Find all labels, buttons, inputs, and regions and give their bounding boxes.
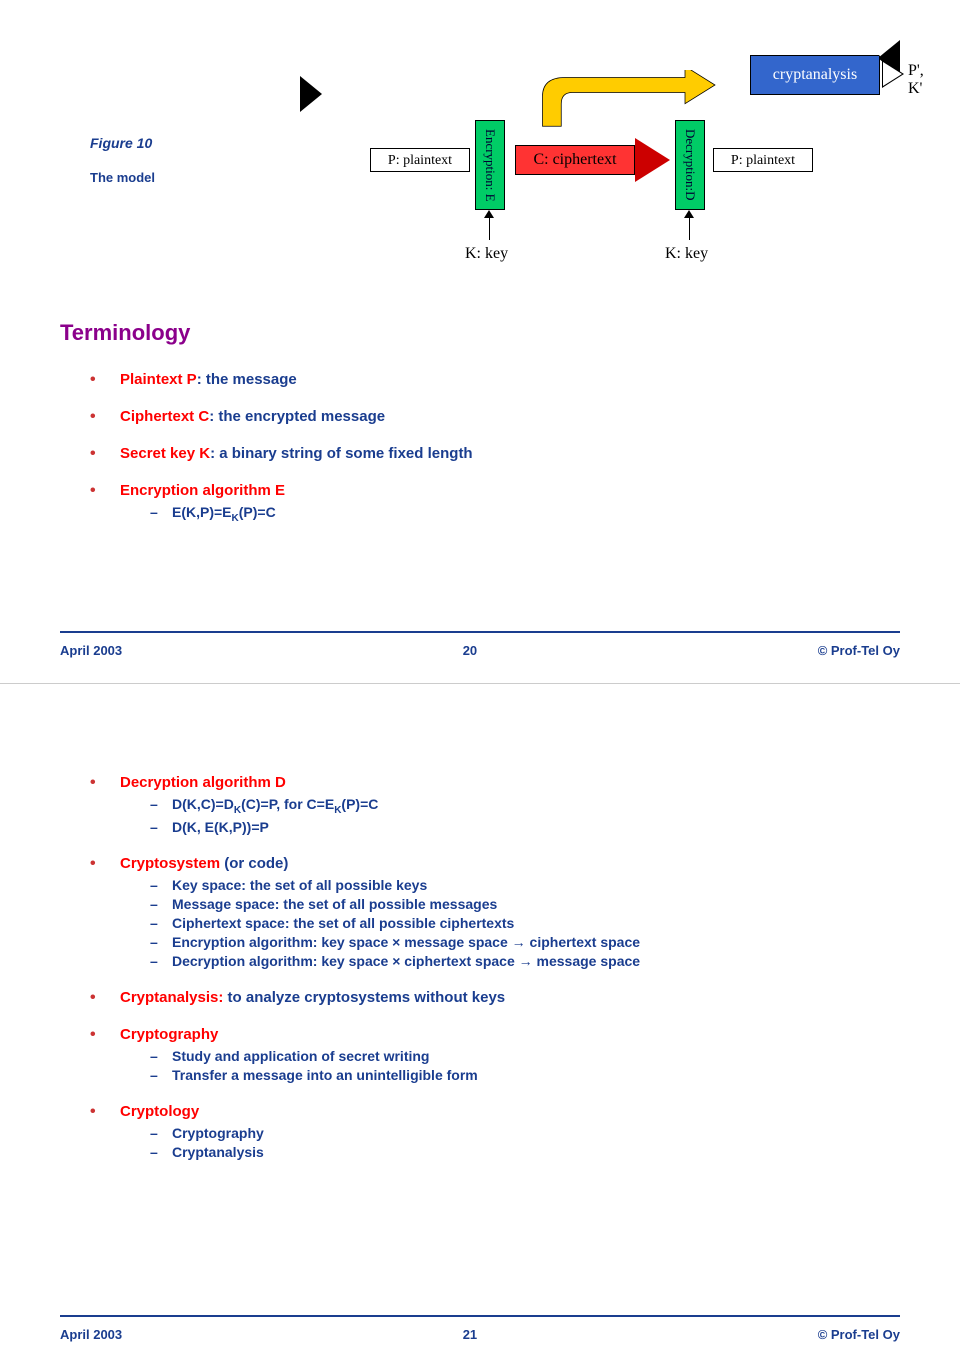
footer-page: 20 [463,643,477,658]
term-key: Decryption algorithm D [120,774,286,791]
cryptography-sub2: Transfer a message into an unintelligibl… [150,1067,900,1083]
term-cryptosystem: Cryptosystem (or code) Key space: the se… [90,855,900,969]
term-key: Cryptosystem [120,855,220,872]
cryptography-subs: Study and application of secret writing … [120,1048,900,1083]
footer-row: April 2003 20 © Prof-Tel Oy [60,643,900,658]
term-decryption: Decryption algorithm D D(K,C)=DK(C)=P, f… [90,774,900,835]
slide-20: cryptanalysis P', K' P: plaintext Encryp… [0,0,960,684]
term-key: Plaintext P [120,371,197,388]
ciphertext-label: C: ciphertext [533,151,616,169]
slide2-list: Decryption algorithm D D(K,C)=DK(C)=P, f… [60,774,900,1160]
cryptanalysis-output-arrow [882,60,904,88]
key1-arrow [484,210,494,218]
term-key: Ciphertext C [120,408,209,425]
ciphertextspace: Ciphertext space: the set of all possibl… [150,915,900,931]
term-rest: to analyze cryptosystems without keys [223,989,505,1006]
footer-date: April 2003 [60,643,122,658]
term-rest: : the message [197,371,297,388]
cryptography-sub1: Study and application of secret writing [150,1048,900,1064]
keyspace: Key space: the set of all possible keys [150,877,900,893]
encryption-formula: E(K,P)=EK(P)=C [150,504,900,524]
key1-label: K: key [465,245,508,263]
pk-label: P', K' [908,62,924,98]
term-secretkey: Secret key K: a binary string of some fi… [90,445,900,462]
decryption-box: Decryption:D [675,120,705,210]
cryptology-sub1: Cryptography [150,1125,900,1141]
plaintext-right-label: P: plaintext [714,153,812,169]
figure-subcaption: The model [90,170,155,185]
decryption-label: Decryption:D [682,129,698,200]
decryption-formula1: D(K,C)=DK(C)=P, for C=EK(P)=C [150,796,900,816]
decryption-formula2: D(K, E(K,P))=P [150,819,900,835]
term-key: Cryptography [120,1026,218,1043]
ciphertext-box: C: ciphertext [515,145,635,175]
cryptanalysis-label: cryptanalysis [773,66,857,84]
term-rest: (or code) [220,855,288,872]
encryption-box: Encryption: E [475,120,505,210]
terminology-list: Plaintext P: the message Ciphertext C: t… [60,371,900,524]
encryption-label: Encryption: E [482,129,498,202]
key2-label: K: key [665,245,708,263]
terminology-title: Terminology [60,320,900,346]
dec-alg: Decryption algorithm: key space × cipher… [150,953,900,969]
plaintext-left-label: P: plaintext [371,153,469,169]
term-key: Encryption algorithm E [120,482,285,499]
plaintext-right-arrow: P: plaintext [713,148,813,172]
yellow-arrow [505,70,745,130]
decryption-subs: D(K,C)=DK(C)=P, for C=EK(P)=C D(K, E(K,P… [120,796,900,835]
footer-line [60,631,900,633]
encryption-sub: E(K,P)=EK(P)=C [120,504,900,524]
term-rest: : the encrypted message [209,408,385,425]
term-cryptanalysis: Cryptanalysis: to analyze cryptosystems … [90,989,900,1006]
term-key: Cryptanalysis: [120,989,223,1006]
term-ciphertext: Ciphertext C: the encrypted message [90,408,900,425]
cryptology-sub2: Cryptanalysis [150,1144,900,1160]
ciphertext-arrow [635,138,670,182]
footer-page: 21 [463,1327,477,1342]
cryptosystem-subs: Key space: the set of all possible keys … [120,877,900,969]
term-key: Cryptology [120,1103,199,1120]
footer-copyright: © Prof-Tel Oy [818,643,900,658]
term-key: Secret key K [120,445,210,462]
term-rest: : a binary string of some fixed length [210,445,473,462]
cryptanalysis-box: cryptanalysis [750,55,880,95]
footer-date: April 2003 [60,1327,122,1342]
plaintext-left-arrow: P: plaintext [370,148,470,172]
footer-row: April 2003 21 © Prof-Tel Oy [60,1327,900,1342]
term-cryptology: Cryptology Cryptography Cryptanalysis [90,1103,900,1160]
term-encryption: Encryption algorithm E E(K,P)=EK(P)=C [90,482,900,524]
footer-copyright: © Prof-Tel Oy [818,1327,900,1342]
term-plaintext: Plaintext P: the message [90,371,900,388]
slide-21: Decryption algorithm D D(K,C)=DK(C)=P, f… [0,684,960,1367]
cryptology-subs: Cryptography Cryptanalysis [120,1125,900,1160]
key2-arrow [684,210,694,218]
figure-caption: Figure 10 [90,135,152,151]
term-cryptography: Cryptography Study and application of se… [90,1026,900,1083]
diagram-model: cryptanalysis P', K' P: plaintext Encryp… [300,40,900,270]
enc-alg: Encryption algorithm: key space × messag… [150,934,900,950]
footer-line [60,1315,900,1317]
messagespace: Message space: the set of all possible m… [150,896,900,912]
